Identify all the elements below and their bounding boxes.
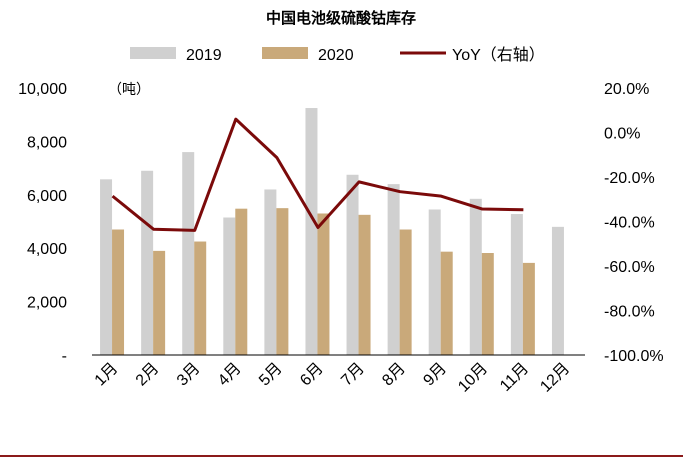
legend-swatch [262,47,308,59]
right-tick-label: -60.0% [604,259,655,276]
legend-label: YoY（右轴） [452,46,545,64]
x-tick-label: 7月 [338,360,368,390]
bar-2019 [387,184,400,355]
left-tick-label: - [62,348,67,365]
legend-label: 2019 [186,47,222,64]
yoy-series-line [111,117,524,232]
bar-2019 [346,174,359,355]
bottom-rule [0,455,683,457]
unit-label: （吨） [108,82,150,98]
bar-2020 [153,250,166,355]
x-tick-label: 3月 [174,360,204,390]
bar-2020 [440,251,453,355]
bar-2019 [510,214,523,355]
right-tick-label: -100.0% [604,348,664,365]
left-axis: - 2,000 4,000 6,000 8,000 10,000 [18,81,67,365]
bar-2019 [264,189,277,355]
bars [100,108,564,356]
bar-2020 [112,229,125,355]
right-tick-label: -40.0% [604,215,655,232]
bar-2020 [481,253,494,355]
chart-title: 中国电池级硫酸钴库存 [266,9,416,27]
legend-swatch [130,47,176,59]
right-tick-label: 20.0% [604,81,649,98]
left-tick-label: 6,000 [27,188,67,205]
x-tick-label: 11月 [497,360,532,395]
x-tick-label: 5月 [256,360,286,390]
bar-2020 [399,229,412,355]
legend: 2019 2020 YoY（右轴） [130,46,545,64]
x-tick-label: 4月 [215,360,245,390]
left-tick-label: 2,000 [27,295,67,312]
left-tick-label: 4,000 [27,241,67,258]
right-tick-label: 0.0% [604,126,640,143]
right-axis: -100.0% -80.0% -60.0% -40.0% -20.0% 0.0% 20.0% [604,81,664,365]
bar-2020 [522,262,535,355]
bar-2020 [194,241,207,355]
bar-2020 [235,208,248,355]
left-tick-label: 8,000 [27,134,67,151]
x-tick-label: 12月 [537,360,573,396]
bar-2020 [317,213,330,355]
bar-2019 [182,152,195,355]
x-tick-label: 10月 [455,360,491,396]
bar-2019 [551,226,564,355]
bar-2019 [305,108,318,356]
x-tick-label: 8月 [379,360,409,390]
x-tick-label: 9月 [420,360,450,390]
bar-2019 [428,209,441,355]
x-tick-label: 1月 [92,360,122,390]
bar-2019 [100,179,113,355]
bar-2020 [276,208,289,355]
bar-2019 [141,170,154,355]
bar-2019 [469,198,482,355]
legend-label: 2020 [318,47,354,64]
x-tick-label: 6月 [297,360,327,390]
bar-2020 [358,214,371,355]
yoy-line [111,117,524,232]
bar-2019 [223,217,236,355]
left-tick-label: 10,000 [18,81,67,98]
x-tick-label: 2月 [133,360,163,390]
right-tick-label: -80.0% [604,304,655,321]
right-tick-label: -20.0% [604,170,655,187]
x-axis: 1月 2月 3月 4月 5月 6月 7月 8月 9月 10月 11月 12月 [92,360,574,396]
